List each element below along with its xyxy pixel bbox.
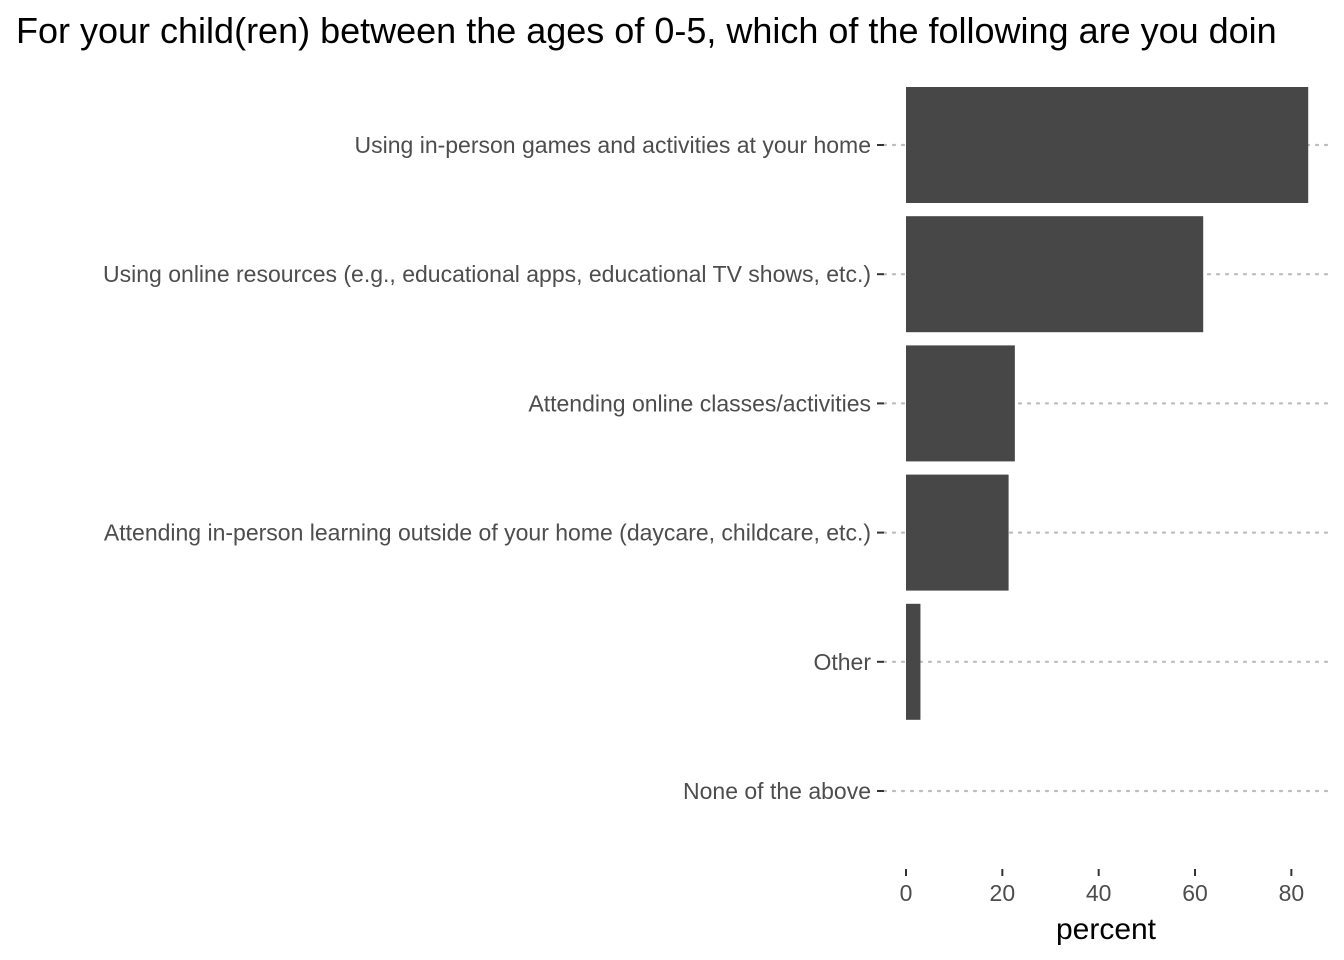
bar [906,87,1309,203]
x-tick-label: 60 [1182,880,1208,906]
x-axis: 0 20 40 60 80 [877,144,1305,906]
x-tick-label: 40 [1086,880,1112,906]
category-label: None of the above [683,778,871,804]
category-label: Using online resources (e.g., educationa… [103,261,871,287]
x-tick-label: 80 [1279,880,1305,906]
bars [906,87,1309,720]
category-label: Using in-person games and activities at … [355,132,871,158]
category-label: Attending in-person learning outside of … [104,520,871,546]
x-axis-title: percent [1056,913,1157,946]
bar [906,216,1204,333]
bar [906,474,1009,591]
bar [906,345,1015,462]
x-tick-label: 0 [900,880,913,906]
bar [906,603,921,720]
category-label: Attending online classes/activities [528,390,871,416]
category-labels: Using in-person games and activities at … [103,132,871,804]
chart-title: For your child(ren) between the ages of … [16,10,1277,51]
category-label: Other [813,649,871,675]
x-tick-label: 20 [990,880,1016,906]
